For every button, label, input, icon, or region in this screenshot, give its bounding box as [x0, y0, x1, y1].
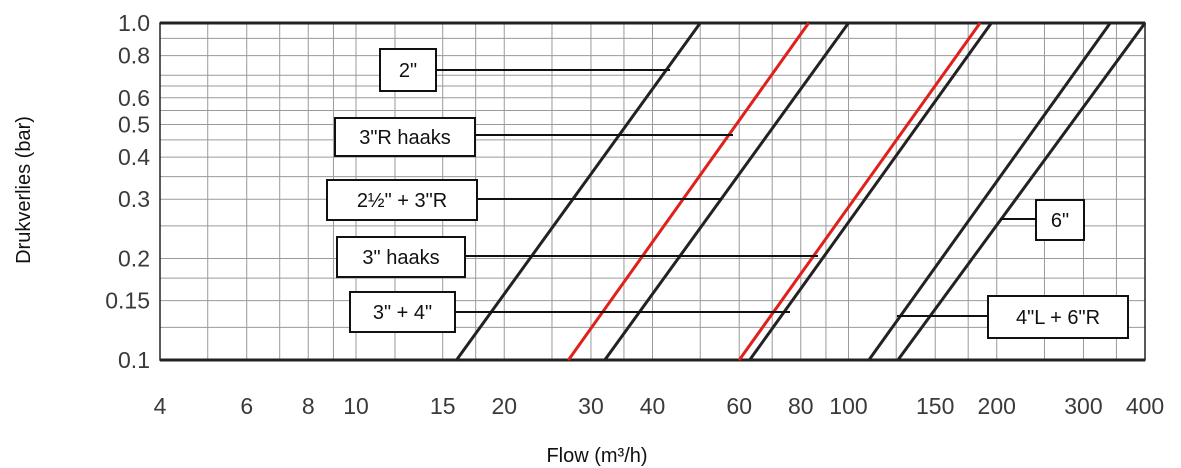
x-tick-label: 300 — [1064, 393, 1102, 419]
annotation-box-3 — [326, 179, 478, 221]
y-tick-label: 0.15 — [105, 288, 150, 314]
series-line-1 — [455, 22, 702, 361]
plot-frame — [159, 21, 1146, 362]
series-line-7 — [896, 22, 1147, 361]
x-tick-label: 6 — [240, 393, 253, 419]
annotation-label-6: 6" — [1051, 210, 1069, 232]
x-tick-label: 150 — [916, 393, 954, 419]
y-tick-label: 0.2 — [118, 246, 150, 272]
annotation-box-6 — [1035, 199, 1085, 241]
annotation-box-2 — [334, 117, 476, 157]
x-tick-label: 8 — [302, 393, 315, 419]
annotations: 2" 3"R haaks 2½" + 3"R 3" haaks 3" + 4" 6" 4"L… — [326, 48, 1129, 339]
annotation-box-5 — [349, 291, 456, 333]
x-tick-label: 60 — [726, 393, 752, 419]
annotation-label-7: 4"L + 6"R — [1016, 307, 1100, 329]
annotation-label-3: 2½" + 3"R — [357, 190, 447, 212]
y-tick-label: 0.1 — [118, 347, 150, 373]
x-tick-label: 15 — [430, 393, 456, 419]
annotation-box-4 — [336, 236, 466, 278]
series-line-2 — [567, 22, 810, 361]
y-tick-label: 0.5 — [118, 111, 150, 137]
x-tick-label: 400 — [1126, 393, 1164, 419]
series-line-6 — [867, 22, 1112, 361]
annotation-label-4: 3" haaks — [362, 247, 439, 269]
y-axis-title: Drukverlies (bar) — [13, 116, 35, 264]
x-tick-labels: 4 6 8 10 15 20 30 40 60 80 100 150 200 300 400 — [154, 393, 1165, 419]
annotation-label-5: 3" + 4" — [373, 302, 432, 324]
x-tick-label: 4 — [154, 393, 167, 419]
annotation-label-2: 3"R haaks — [359, 127, 451, 149]
annotation-label-1: 2" — [399, 60, 417, 82]
x-tick-label: 80 — [788, 393, 814, 419]
annotation-box-1 — [379, 48, 437, 92]
annotation-box-7 — [987, 295, 1129, 339]
x-tick-label: 20 — [491, 393, 517, 419]
x-tick-label: 200 — [978, 393, 1016, 419]
series-line-3 — [603, 22, 850, 361]
y-tick-label: 0.4 — [118, 144, 150, 170]
x-tick-label: 100 — [829, 393, 867, 419]
y-tick-label: 0.6 — [118, 85, 150, 111]
x-tick-label: 30 — [578, 393, 604, 419]
y-tick-labels: 0.1 0.15 0.2 0.3 0.4 0.50.6 0.8 1.0 — [105, 10, 150, 373]
series-line-4 — [738, 22, 982, 361]
x-tick-label: 40 — [640, 393, 666, 419]
series-line-5 — [748, 22, 993, 361]
x-tick-label: 10 — [343, 393, 369, 419]
x-axis-title: Flow (m³/h) — [546, 445, 647, 467]
y-tick-label: 0.8 — [118, 43, 150, 69]
y-tick-label: 0.3 — [118, 186, 150, 212]
y-tick-label: 1.0 — [118, 10, 150, 36]
series-lines — [455, 22, 1147, 361]
